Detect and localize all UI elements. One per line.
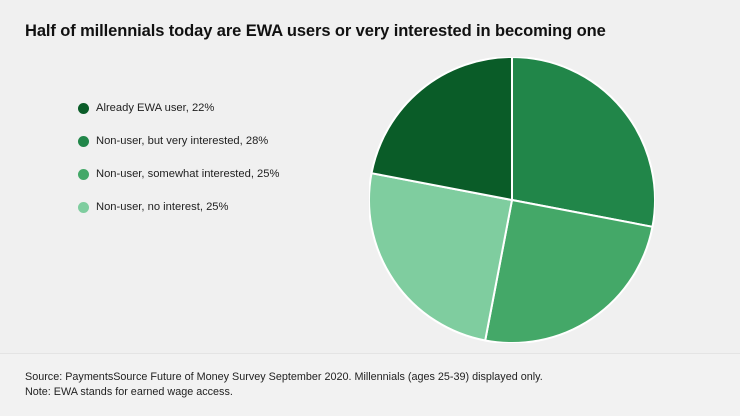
pie-slice[interactable] (370, 57, 513, 201)
source-line: Source: PaymentsSource Future of Money S… (25, 371, 543, 383)
legend-item[interactable]: Non-user, somewhat interested, 25% (78, 158, 368, 191)
legend-item-label: Already EWA user, 22% (96, 101, 215, 114)
legend-item-label: Non-user, no interest, 25% (96, 200, 229, 213)
footer-divider (0, 353, 740, 354)
chart-legend: Already EWA user, 22% Non-user, but very… (78, 92, 368, 224)
pie-slice[interactable] (484, 199, 654, 343)
legend-item[interactable]: Non-user, but very interested, 28% (78, 125, 368, 158)
chart-title: Half of millennials today are EWA users … (25, 22, 606, 40)
pie-slice[interactable] (369, 172, 513, 342)
chart-footnote: Source: PaymentsSource Future of Money S… (25, 370, 715, 399)
legend-color-swatch (78, 136, 89, 147)
legend-color-swatch (78, 169, 89, 180)
legend-color-swatch (78, 202, 89, 213)
pie-chart-svg (369, 57, 655, 343)
legend-item[interactable]: Already EWA user, 22% (78, 92, 368, 125)
legend-item-label: Non-user, but very interested, 28% (96, 134, 269, 147)
pie-slice[interactable] (511, 57, 655, 228)
footer-band (0, 353, 740, 416)
legend-item-label: Non-user, somewhat interested, 25% (96, 167, 280, 180)
note-line: Note: EWA stands for earned wage access. (25, 385, 233, 398)
legend-color-swatch (78, 103, 89, 114)
pie-chart (369, 57, 655, 343)
legend-item[interactable]: Non-user, no interest, 25% (78, 191, 368, 224)
